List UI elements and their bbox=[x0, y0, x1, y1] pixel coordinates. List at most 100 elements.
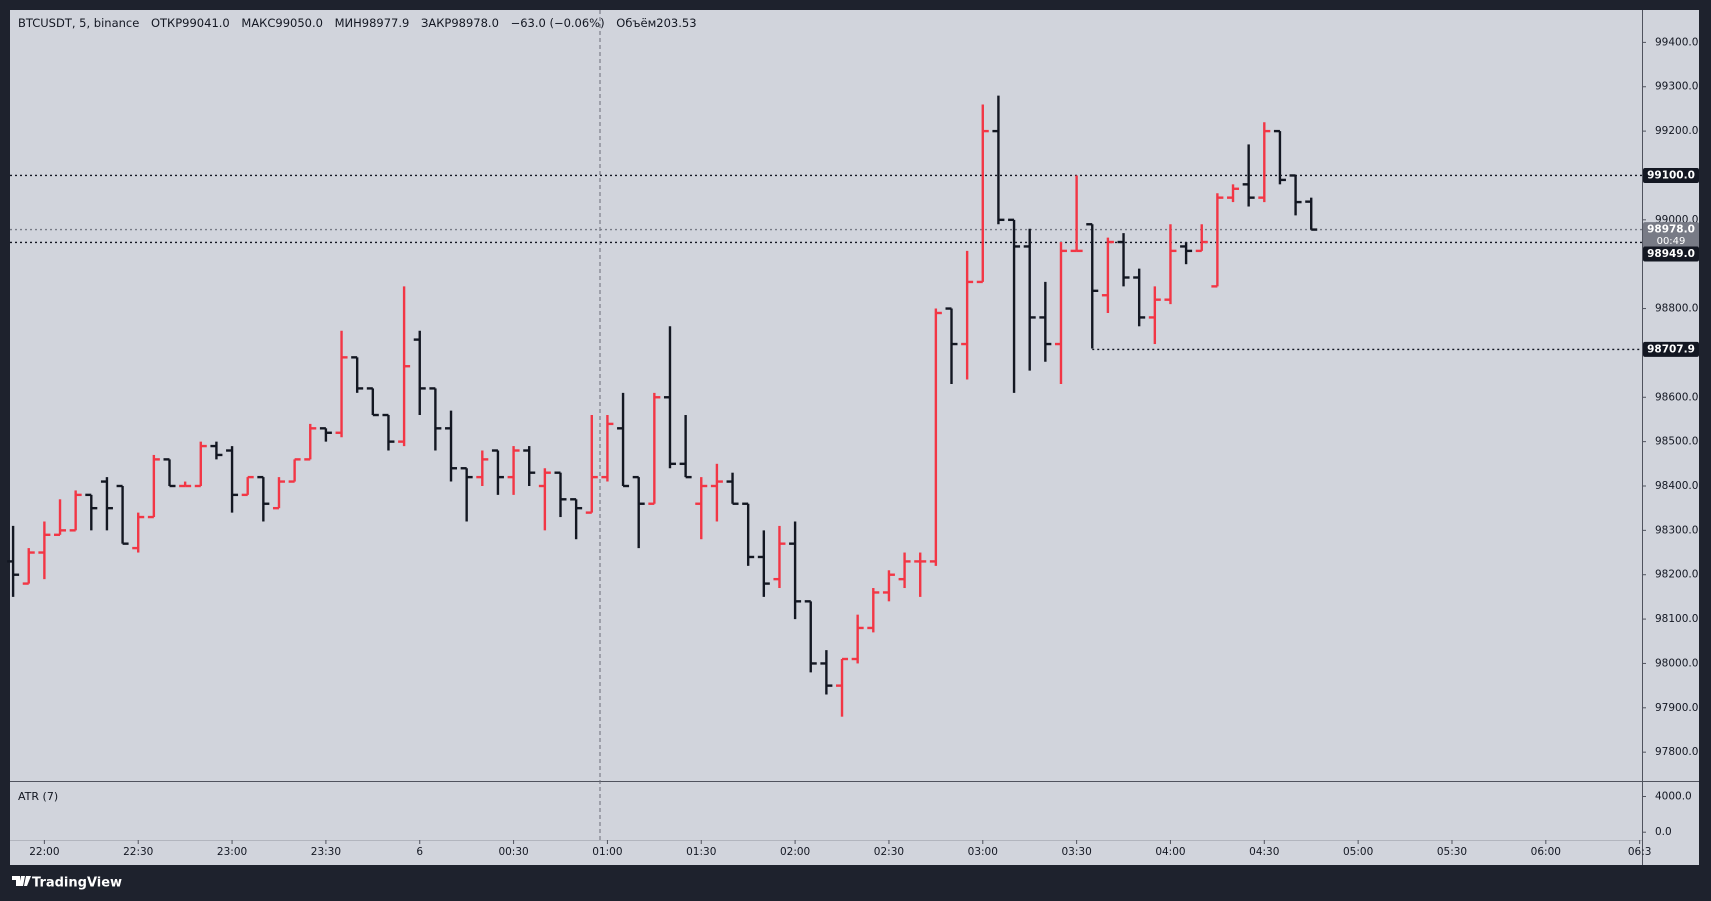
x-tick-label: 03:00 bbox=[968, 846, 998, 858]
y-tick-label: 98500.0 bbox=[1655, 436, 1698, 448]
x-tick-label: 22:30 bbox=[123, 846, 153, 858]
price-label: 99100.0 bbox=[1647, 169, 1695, 181]
x-tick-label: 22:00 bbox=[29, 846, 59, 858]
x-tick-label: 05:30 bbox=[1437, 846, 1467, 858]
ohlc-bar bbox=[491, 449, 504, 495]
ohlc-bar bbox=[429, 387, 442, 451]
ohlc-bar bbox=[1101, 237, 1114, 313]
ohlc-bar bbox=[1273, 129, 1286, 185]
x-tick-label: 00:30 bbox=[498, 846, 528, 858]
ohlc-bar bbox=[398, 286, 411, 447]
x-tick-label: 04:30 bbox=[1249, 846, 1279, 858]
price-label-box bbox=[1643, 222, 1699, 249]
price-label: 98949.0 bbox=[1647, 248, 1695, 260]
x-tick-label: 03:30 bbox=[1061, 846, 1091, 858]
ohlc-bar bbox=[898, 552, 911, 589]
x-tick-label: 6 bbox=[416, 846, 423, 858]
x-tick-label: 06:00 bbox=[1531, 846, 1561, 858]
ohlc-bar bbox=[882, 570, 895, 602]
ohlc-bar bbox=[632, 475, 645, 549]
ohlc-bar bbox=[1195, 224, 1208, 253]
ohlc-bar bbox=[351, 356, 364, 393]
ohlc-bar bbox=[1039, 281, 1052, 362]
high-value: 99050.0 bbox=[275, 16, 323, 30]
ohlc-bar bbox=[961, 250, 974, 380]
ohlc-bar bbox=[867, 588, 880, 633]
y-tick-label: 97800.0 bbox=[1655, 746, 1698, 758]
countdown: 00:49 bbox=[1657, 236, 1686, 247]
ohlc-bar bbox=[1180, 242, 1193, 265]
ohlc-bar bbox=[257, 475, 270, 522]
ohlc-bar bbox=[914, 552, 927, 597]
ohlc-bar bbox=[38, 521, 51, 580]
ohlc-bar bbox=[210, 441, 223, 460]
ohlc-bar bbox=[1242, 144, 1255, 207]
x-tick-label: 06:3 bbox=[1628, 846, 1652, 858]
ohlc-bar bbox=[1258, 122, 1271, 203]
ohlc-bar bbox=[523, 446, 536, 486]
y-tick-label: 98100.0 bbox=[1655, 613, 1698, 625]
ohlc-bar bbox=[319, 427, 332, 442]
atr-tick-label: 4000.0 bbox=[1655, 791, 1692, 803]
x-tick-label: 01:00 bbox=[592, 846, 622, 858]
ohlc-bar bbox=[554, 471, 567, 518]
ohlc-bar bbox=[1305, 197, 1318, 231]
ohlc-bar bbox=[382, 413, 395, 451]
chart-background bbox=[10, 10, 1699, 865]
price-label: 98707.9 bbox=[1647, 343, 1695, 355]
ohlc-bar bbox=[366, 387, 379, 417]
ohlc-bar bbox=[789, 521, 802, 620]
ohlc-bar bbox=[85, 493, 98, 531]
price-label: 98978.0 bbox=[1647, 224, 1695, 236]
x-tick-label: 05:00 bbox=[1343, 846, 1373, 858]
ohlc-bar bbox=[570, 498, 583, 540]
ohlc-bar bbox=[945, 307, 958, 384]
ohlc-bar bbox=[1133, 268, 1146, 327]
ohlc-bar bbox=[288, 458, 301, 483]
ohlc-bar bbox=[335, 330, 348, 438]
symbol: BTCUSDT, 5, binance bbox=[18, 16, 140, 30]
x-tick-label: 02:00 bbox=[780, 846, 810, 858]
x-tick-label: 23:00 bbox=[217, 846, 247, 858]
ohlc-bar bbox=[179, 481, 192, 488]
low-label: МИН bbox=[334, 16, 362, 30]
ohlc-bar bbox=[804, 600, 817, 673]
y-tick-label: 98600.0 bbox=[1655, 391, 1698, 403]
ohlc-bar bbox=[54, 499, 67, 536]
volume-value: 203.53 bbox=[656, 16, 697, 30]
ohlc-bar bbox=[413, 330, 426, 416]
ohlc-bar bbox=[241, 475, 254, 497]
x-tick-label: 23:30 bbox=[311, 846, 341, 858]
ohlc-bar bbox=[1086, 223, 1099, 349]
ohlc-bar bbox=[538, 468, 551, 531]
ohlc-bar bbox=[1289, 174, 1302, 216]
ohlc-bar bbox=[1117, 233, 1130, 287]
ohlc-bar bbox=[742, 502, 755, 566]
ohlc-bar bbox=[100, 477, 113, 531]
ohlc-bar bbox=[445, 410, 458, 482]
ohlc-bar bbox=[1211, 193, 1224, 288]
ohlc-bar bbox=[585, 415, 598, 514]
ohlc-bar bbox=[820, 650, 833, 695]
ohlc-bar bbox=[460, 467, 473, 522]
ohlc-bar bbox=[476, 450, 489, 486]
ohlc-bar bbox=[710, 463, 723, 522]
ohlc-bar bbox=[1008, 218, 1021, 393]
ohlc-bar bbox=[601, 415, 614, 482]
ohlc-bar bbox=[663, 326, 676, 469]
ohlc-bar bbox=[272, 477, 285, 510]
ohlc-bar bbox=[695, 477, 708, 540]
ohlc-bar bbox=[929, 308, 942, 566]
footer-brand: TradingView bbox=[32, 876, 122, 891]
ohlc-bar bbox=[773, 525, 786, 589]
y-tick-label: 98800.0 bbox=[1655, 303, 1698, 315]
price-label-box bbox=[1643, 246, 1699, 262]
ohlc-bar bbox=[617, 392, 630, 488]
x-tick-label: 01:30 bbox=[686, 846, 716, 858]
ohlc-bar bbox=[507, 446, 520, 495]
y-tick-label: 98000.0 bbox=[1655, 657, 1698, 669]
y-tick-label: 99300.0 bbox=[1655, 81, 1698, 93]
ohlc-bar bbox=[304, 423, 317, 461]
